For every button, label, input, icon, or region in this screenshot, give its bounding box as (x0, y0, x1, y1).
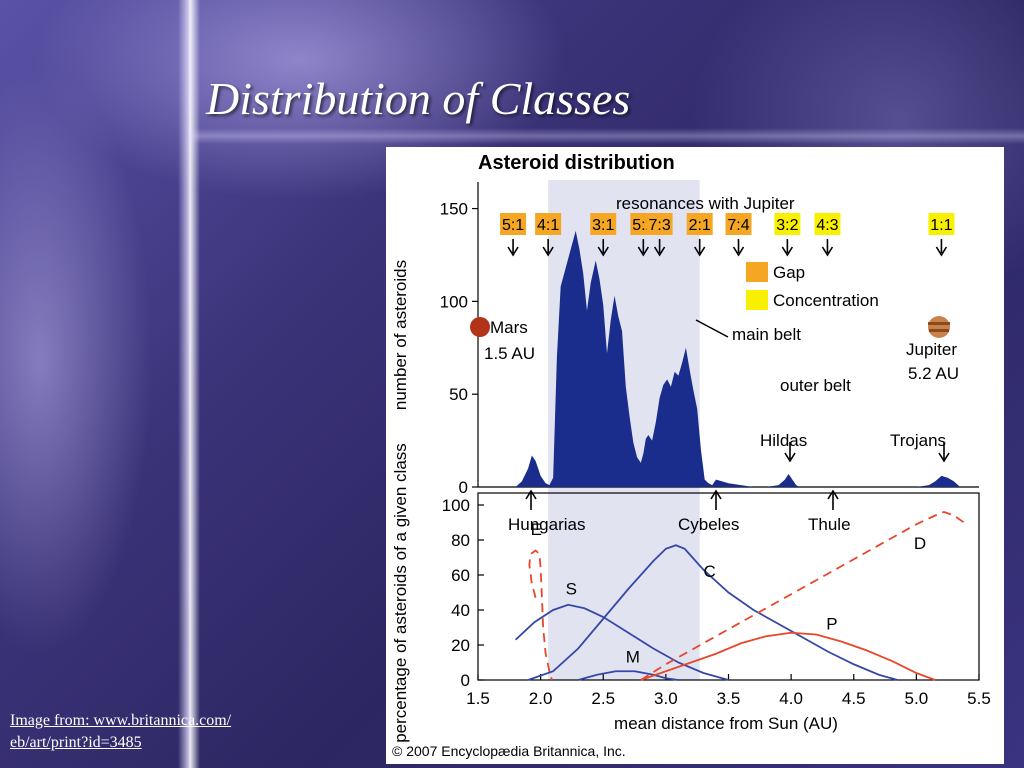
group-arrows (525, 442, 950, 510)
top-y-tick-label: 150 (440, 200, 468, 219)
bottom-y-tick-label: 60 (451, 566, 470, 585)
class-curve-S (514, 603, 729, 681)
top-ylabel: number of asteroids (391, 260, 410, 410)
resonance-box (646, 213, 673, 235)
jupiter-distance: 5.2 AU (908, 364, 959, 383)
resonance-box (814, 213, 841, 235)
resonance-label: 7:4 (727, 217, 749, 234)
bottom-x-tick-label: 2.5 (591, 689, 615, 708)
slide-title: Distribution of Classes (206, 73, 631, 124)
jupiter-label: Jupiter (906, 340, 957, 359)
caption-line-2[interactable]: eb/art/print?id=3485 (10, 734, 142, 751)
resonance-label: 7:3 (648, 217, 670, 234)
thule-label: Thule (808, 515, 851, 534)
outer-belt-label: outer belt (780, 376, 851, 395)
resonance-box (928, 213, 955, 235)
resonance-box (535, 213, 562, 235)
bottom-x-tick-label: 3.0 (654, 689, 678, 708)
class-curves: E S M C D P (514, 511, 965, 681)
bottom-x-tick-label: 3.5 (717, 689, 741, 708)
resonance-arrow (653, 239, 666, 257)
asteroid-histogram (515, 230, 961, 487)
mars-marker (470, 317, 490, 337)
resonance-box (500, 213, 527, 235)
bottom-x-tick-label: 4.0 (779, 689, 803, 708)
class-curve-D (640, 511, 965, 681)
resonance-box (686, 213, 713, 235)
main-belt-pointer (695, 319, 729, 338)
main-belt-label: main belt (732, 325, 801, 344)
resonance-arrow (732, 239, 745, 257)
top-y-tick-label: 100 (440, 292, 468, 311)
class-label-P: P (826, 614, 837, 633)
resonance-box (590, 213, 617, 235)
class-curve-C (527, 544, 898, 681)
slide-light-band (190, 128, 1024, 144)
chart-title: Asteroid distribution (478, 152, 675, 174)
class-label-S: S (566, 579, 577, 598)
bottom-ylabel: percentage of asteroids of a given class (391, 443, 410, 743)
bottom-ticks: 0 20 40 60 80 100 1.5 2.0 2.5 3.0 3.5 4.0 4.5 5.0 5.5 (442, 496, 991, 708)
class-curve-M (577, 670, 679, 681)
resonance-box (725, 213, 752, 235)
resonance-label: 1:1 (930, 217, 952, 234)
bottom-y-tick-label: 80 (451, 531, 470, 550)
bottom-y-tick-label: 20 (451, 636, 470, 655)
copyright-text: © 2007 Encyclopædia Britannica, Inc. (392, 743, 626, 759)
resonance-label: 3:1 (592, 217, 614, 234)
caption-line-1[interactable]: Image from: www.britannica.com/ (10, 712, 232, 729)
bottom-y-tick-label: 40 (451, 601, 470, 620)
bottom-xlabel: mean distance from Sun (AU) (614, 714, 838, 733)
bottom-x-tick-label: 5.5 (967, 689, 991, 708)
bottom-x-tick-label: 2.0 (529, 689, 553, 708)
asteroid-figure: 0 50 100 150 0 20 40 60 80 100 1.5 2.0 2.5 3.0 3.5 4.0… (386, 147, 1004, 764)
asteroid-chart: 0 50 100 150 0 20 40 60 80 100 1.5 2.0 2.5 3.0 3.5 4.0… (391, 152, 991, 759)
jupiter-icon (928, 316, 950, 338)
resonance-arrow (694, 239, 706, 257)
trojans-label: Trojans (890, 431, 946, 450)
resonance-arrow (507, 239, 519, 257)
mars-label: Mars (490, 318, 528, 337)
legend-gap-label: Gap (773, 263, 805, 282)
resonance-arrow (821, 239, 834, 257)
legend-concentration-swatch (746, 290, 768, 310)
hildas-label: Hildas (760, 431, 807, 450)
class-label-M: M (626, 648, 640, 667)
class-curve-E (528, 549, 553, 681)
resonance-arrow (781, 239, 794, 257)
class-label-D: D (914, 534, 926, 553)
bottom-x-tick-label: 5.0 (905, 689, 929, 708)
resonance-arrow (542, 239, 554, 257)
bottom-x-tick-label: 1.5 (466, 689, 490, 708)
bottom-y-tick-label: 100 (442, 496, 470, 515)
legend-concentration-label: Concentration (773, 291, 879, 310)
resonance-label: 3:2 (776, 217, 798, 234)
resonance-label: 4:1 (537, 217, 559, 234)
cybeles-label: Cybeles (678, 515, 739, 534)
top-y-ticks: 0 50 100 150 (440, 200, 478, 497)
resonance-label: 2:1 (689, 217, 711, 234)
resonances-label: resonances with Jupiter (616, 194, 795, 213)
resonance-box (774, 213, 801, 235)
mars-distance: 1.5 AU (484, 344, 535, 363)
resonance-arrow (597, 239, 609, 257)
slide-light-pillar (178, 0, 200, 768)
class-label-E: E (531, 520, 542, 539)
resonance-arrow (637, 239, 650, 257)
resonance-label: 4:3 (816, 217, 838, 234)
top-y-tick-label: 50 (449, 385, 468, 404)
bottom-y-tick-label: 0 (461, 671, 470, 690)
class-curve-P (640, 631, 936, 681)
legend-gap-swatch (746, 262, 768, 282)
image-source-caption[interactable]: Image from: www.britannica.com/ eb/art/p… (10, 710, 310, 754)
class-label-C: C (703, 562, 715, 581)
resonance-labels: 5:1 4:1 3:1 5:27:3 2:1 7:4 3:2 4:3 1:1 (500, 213, 955, 257)
top-y-tick-label: 0 (459, 478, 468, 497)
hungarias-label: Hungarias (508, 515, 586, 534)
resonance-label: 5:1 (502, 217, 524, 234)
resonance-arrow (935, 239, 948, 257)
bottom-x-tick-label: 4.5 (842, 689, 866, 708)
